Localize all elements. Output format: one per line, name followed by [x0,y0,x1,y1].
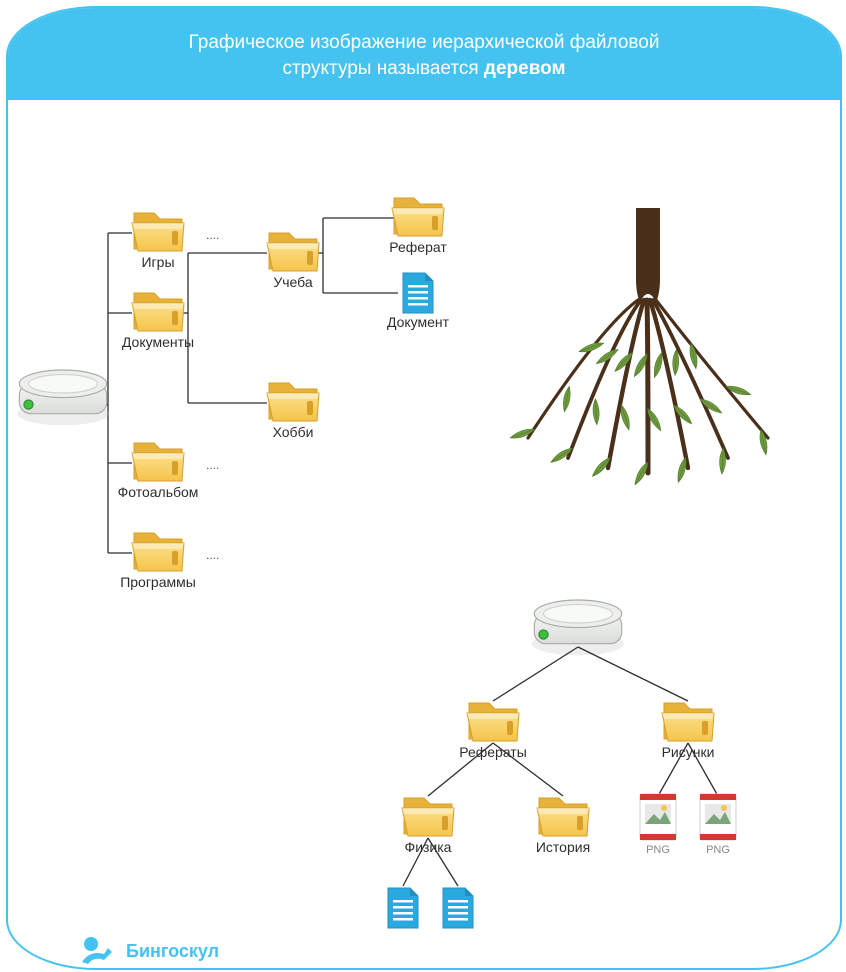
doc2-doc1 [388,888,418,928]
png-png2: PNG [700,794,736,856]
svg-text:Рисунки: Рисунки [662,744,715,760]
svg-text:Реферат: Реферат [389,239,447,255]
png-png1: PNG [640,794,676,856]
svg-text:PNG: PNG [706,844,730,856]
tree-illustration [509,208,769,486]
folder2-referaty: Рефераты [459,703,527,760]
folder-study: Учеба [267,233,319,290]
svg-text:Учеба: Учеба [273,274,313,290]
doc-document: Документ [387,273,450,330]
drive-icon-1 [17,370,109,425]
svg-text:Фотоальбом: Фотоальбом [118,484,199,500]
folder-documents: Документы [122,293,194,350]
folder2-istoriya: История [536,798,590,855]
footer: Бингоскул [78,934,219,968]
svg-text:Игры: Игры [141,254,174,270]
folder-programs: Программы.... [120,533,219,590]
drive-icon-2 [532,600,624,655]
svg-text:....: .... [206,228,219,242]
folder-hobby: Хобби [267,383,319,440]
folder-photoalbum: Фотоальбом.... [118,443,220,500]
svg-text:Программы: Программы [120,574,196,590]
svg-text:Рефераты: Рефераты [459,744,527,760]
diagram-canvas: Игры....ДокументыФотоальбом....Программы… [8,8,840,968]
svg-text:История: История [536,839,590,855]
svg-text:Документы: Документы [122,334,194,350]
svg-text:....: .... [206,548,219,562]
folder-referat: Реферат [389,198,447,255]
folder2-fizika: Физика [402,798,454,855]
svg-text:PNG: PNG [646,844,670,856]
svg-text:Хобби: Хобби [273,424,314,440]
svg-text:Физика: Физика [405,839,452,855]
brand-text: Бингоскул [126,941,219,962]
brand-icon [78,934,118,968]
folder-games: Игры.... [132,213,219,270]
doc2-doc2 [443,888,473,928]
folder2-risunki: Рисунки [662,703,715,760]
svg-text:....: .... [206,458,219,472]
svg-text:Документ: Документ [387,314,450,330]
